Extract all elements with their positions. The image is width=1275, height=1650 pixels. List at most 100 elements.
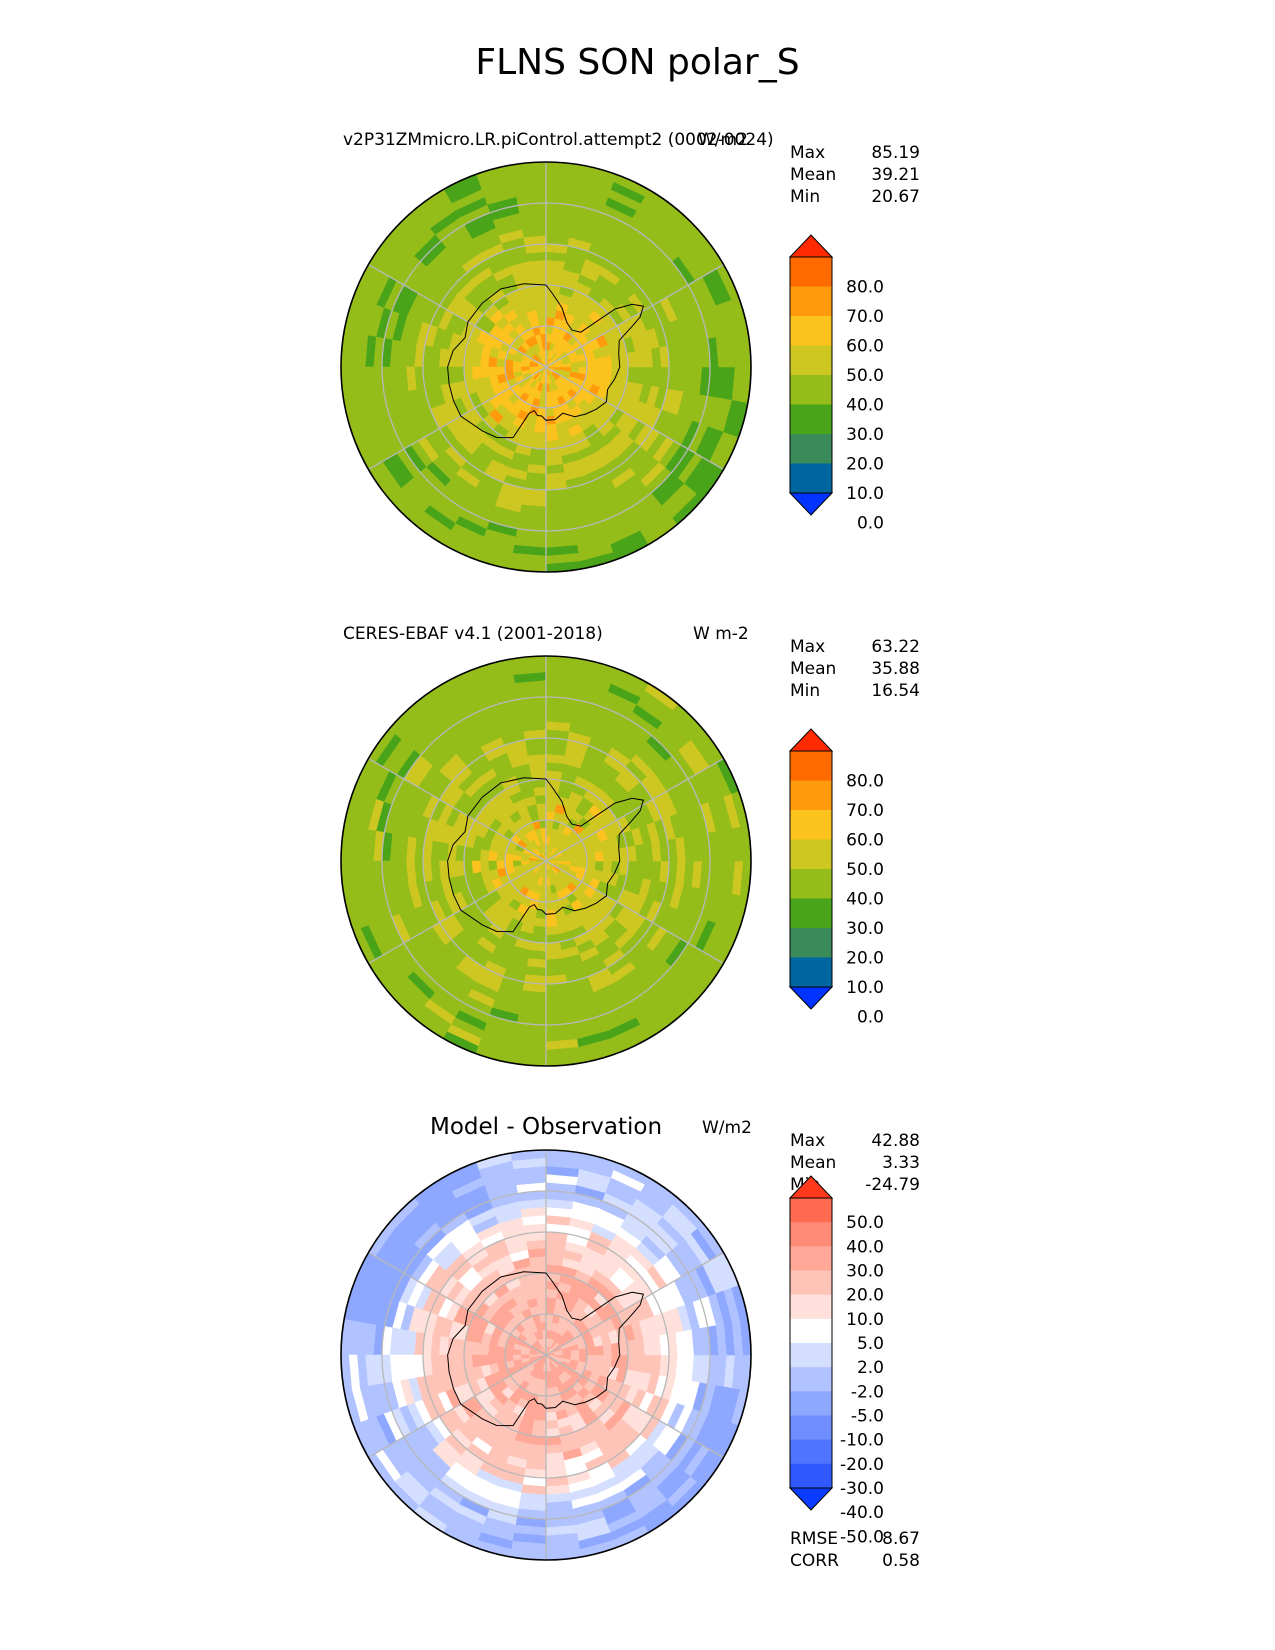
colorbar-tick-label: 40.0 [846, 396, 884, 416]
map-cell [538, 398, 547, 409]
map-cell [577, 366, 588, 375]
map-cell [586, 366, 596, 376]
graticule-meridian [545, 757, 724, 862]
map-border [340, 161, 752, 573]
panel-observation: CERES-EBAF v4.1 (2001-2018) W m-2 Max 63.… [0, 614, 1275, 1104]
panel-difference: Model - Observation W/m2 Max 42.88 Mean 3.… [0, 1108, 1275, 1598]
map-cell [594, 860, 604, 872]
metric-value: 8.67 [882, 1529, 920, 1549]
colorbar-segment [790, 375, 832, 405]
colorbar-extend-max [788, 728, 834, 752]
graticule-meridian [545, 860, 724, 965]
stat-label: Max [790, 1131, 826, 1151]
graticule-meridian [368, 1354, 547, 1459]
stat-label: Min [790, 187, 821, 207]
map-cell [488, 356, 498, 368]
graticule-meridian [545, 366, 724, 471]
stat-value: 63.22 [871, 637, 920, 657]
colorbar-segment [790, 1246, 832, 1271]
map-cell [602, 849, 612, 862]
colorbar-tick-label: 10.0 [846, 484, 884, 504]
colorbar-tick-label: -10.0 [840, 1431, 884, 1451]
colorbar-tick-label: 70.0 [846, 801, 884, 821]
stat-label: Mean [790, 165, 837, 185]
map-cell [534, 301, 547, 311]
colorbar-segment [790, 780, 832, 811]
colorbar-tick-label: 30.0 [846, 919, 884, 939]
graticule-meridian [368, 860, 547, 965]
graticule-meridian [545, 1354, 724, 1459]
map-cell [545, 1313, 554, 1324]
metric-corr: CORR 0.58 [790, 1550, 920, 1572]
stat-value: -24.79 [865, 1175, 920, 1195]
map-cell [534, 917, 547, 927]
map-cell [471, 353, 482, 368]
colorbar-segment [790, 1270, 832, 1296]
map-cell [586, 1354, 596, 1364]
map-cell [602, 860, 612, 873]
map-cell [504, 853, 515, 862]
polar-map-svg: 80.0 70.0 60.0 50.0 40.0 30.0 20.0 10.0 0.0 [340, 655, 884, 1067]
map-cell [594, 366, 604, 378]
colorbar-segment [790, 810, 832, 840]
panel-title-units: W m-2 [693, 624, 749, 644]
colorbar-tick-label: 5.0 [857, 1334, 884, 1354]
map-cell [471, 1341, 482, 1356]
map-cell [602, 366, 612, 379]
graticule-meridian [368, 366, 547, 471]
map-border [340, 1149, 752, 1561]
map-cell [545, 1297, 557, 1307]
map-cell [534, 1289, 547, 1299]
stat-mean: Mean 35.88 [790, 658, 920, 680]
stat-value: 3.33 [882, 1153, 920, 1173]
colorbar-tick-label: 0.0 [857, 514, 884, 534]
map-cell [537, 901, 547, 911]
panel-title-left: CERES-EBAF v4.1 (2001-2018) [343, 624, 603, 644]
map-cell [545, 301, 558, 311]
map-cell [545, 1419, 560, 1430]
colorbar-tick-label: 40.0 [846, 1237, 884, 1257]
colorbar-tick-label: 50.0 [846, 1213, 884, 1233]
colorbar-segment [790, 839, 832, 870]
map-cell [537, 407, 547, 417]
colorbar-tick-label: 80.0 [846, 278, 884, 298]
map-cell [480, 1343, 490, 1356]
map-cell [532, 431, 547, 442]
metric-label: RMSE [790, 1529, 839, 1549]
map-cell [545, 1289, 558, 1299]
panel-model: v2P31ZMmicro.LR.piControl.attempt2 (0002… [0, 120, 1275, 610]
colorbar-frame [789, 750, 833, 988]
colorbar-segment [790, 1439, 832, 1465]
map-cell [480, 1354, 490, 1367]
map-cell [534, 1411, 547, 1421]
colorbar-extend-min [788, 492, 834, 516]
colorbar-segment [790, 957, 832, 988]
colorbar-extend-min [788, 986, 834, 1010]
map-cell [602, 1354, 612, 1367]
stat-mean: Mean 39.21 [790, 164, 920, 186]
colorbar-frame [789, 1197, 833, 1489]
colorbar-segment [790, 751, 832, 781]
stat-label: Mean [790, 1153, 837, 1173]
colorbar-extend-max [788, 1175, 834, 1199]
map-cell [480, 860, 490, 873]
colorbar-tick-label: 70.0 [846, 307, 884, 327]
colorbar-tick-label: 10.0 [846, 1310, 884, 1330]
map-cell [534, 423, 547, 433]
map-cell [545, 317, 555, 327]
panel-title-units: W/m2 [698, 130, 748, 150]
map-cell [496, 1346, 506, 1356]
colorbar-segment [790, 898, 832, 929]
coastline [447, 777, 645, 933]
map-cell [545, 325, 554, 336]
colorbar-segment [790, 869, 832, 899]
map-cell [532, 925, 547, 936]
colorbar-segment [790, 463, 832, 494]
colorbar-tick-label: 20.0 [846, 455, 884, 475]
graticule-meridian [545, 263, 724, 368]
map-cell [534, 795, 547, 805]
colorbar-tick-label: -20.0 [840, 1455, 884, 1475]
stat-label: Min [790, 681, 821, 701]
colorbar-tick-label: 50.0 [846, 860, 884, 880]
stat-value: 35.88 [871, 659, 920, 679]
